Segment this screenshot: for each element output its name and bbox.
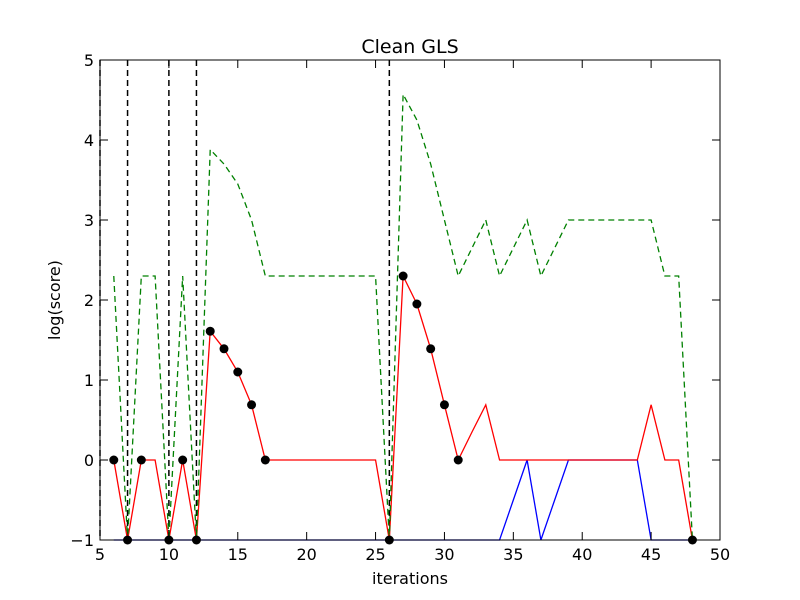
y-tick-label-6: 5: [84, 51, 94, 70]
x-tick-label-6: 35: [503, 545, 523, 564]
data-point-6: [205, 326, 215, 336]
data-point-15: [439, 400, 449, 410]
data-point-13: [412, 299, 422, 309]
data-point-7: [219, 344, 229, 354]
x-tick-label-9: 50: [710, 545, 730, 564]
data-point-0: [109, 455, 119, 465]
data-point-4: [178, 455, 188, 465]
markers-layer: [109, 271, 697, 545]
x-tick-label-1: 10: [159, 545, 179, 564]
x-tick-label-0: 5: [95, 545, 105, 564]
data-point-14: [426, 344, 436, 354]
y-tick-label-2: 1: [84, 371, 94, 390]
y-axis-label: log(score): [45, 260, 64, 340]
x-tick-label-8: 45: [641, 545, 661, 564]
y-tick-label-3: 2: [84, 291, 94, 310]
data-point-16: [453, 455, 463, 465]
chart-title: Clean GLS: [361, 36, 458, 58]
x-tick-label-7: 40: [572, 545, 592, 564]
x-tick-label-4: 25: [365, 545, 385, 564]
x-tick-label-2: 15: [228, 545, 248, 564]
x-axis-label: iterations: [372, 569, 448, 588]
data-point-2: [136, 455, 146, 465]
data-point-8: [233, 367, 243, 377]
x-tick-label-5: 30: [434, 545, 454, 564]
y-tick-label-5: 4: [84, 131, 94, 150]
data-point-12: [398, 271, 408, 281]
y-tick-label-0: −1: [70, 531, 94, 550]
y-tick-label-4: 3: [84, 211, 94, 230]
data-point-9: [247, 400, 257, 410]
data-point-10: [260, 455, 270, 465]
y-tick-label-1: 0: [84, 451, 94, 470]
x-tick-label-3: 20: [296, 545, 316, 564]
